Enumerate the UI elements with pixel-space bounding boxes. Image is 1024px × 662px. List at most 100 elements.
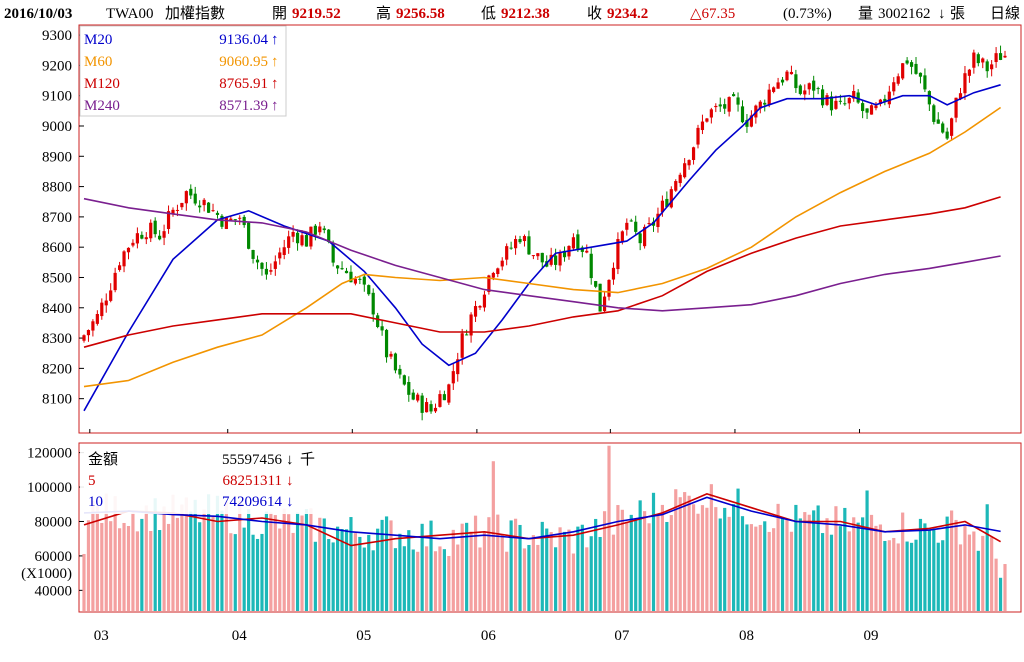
volume-bar — [981, 535, 985, 611]
candle-body — [861, 103, 865, 112]
candle-body — [282, 247, 286, 255]
candle-body — [251, 249, 255, 259]
candle-body — [589, 253, 593, 279]
volume-bar — [264, 511, 269, 611]
candle-body — [932, 105, 936, 122]
candle-body — [166, 211, 171, 229]
volume-bar — [745, 524, 749, 611]
volume-bar — [998, 577, 1003, 611]
volume-bar — [162, 506, 166, 611]
low-value: 9212.38 — [501, 6, 550, 22]
candle-body — [269, 270, 273, 272]
legend-ma-value: 9060.95 — [219, 54, 268, 70]
candle-body — [478, 306, 482, 308]
candle-body — [674, 181, 678, 191]
volume-bar — [687, 495, 691, 611]
candle-body — [473, 306, 478, 317]
price-tick-label: 9200 — [42, 58, 72, 74]
candle-body — [998, 53, 1003, 60]
x-tick-label: 06 — [481, 628, 497, 644]
price-tick-label: 9100 — [42, 89, 72, 105]
candle-body — [224, 217, 228, 230]
volume-bar — [829, 534, 834, 611]
volume-bar — [429, 520, 433, 611]
candle-body — [585, 250, 589, 253]
volume-bar — [549, 532, 553, 611]
candle-body — [91, 321, 95, 331]
candle-body — [264, 268, 269, 275]
x-tick-label: 07 — [614, 628, 630, 644]
candle-body — [558, 252, 562, 266]
candle-body — [816, 88, 820, 90]
candle-body — [909, 62, 914, 67]
ma-line-m240 — [83, 197, 1001, 312]
volume-bar — [785, 518, 789, 611]
volume-bar — [558, 527, 562, 611]
volume-bar — [874, 525, 878, 611]
volume-bar — [238, 500, 242, 611]
volume-bar — [407, 530, 411, 611]
volume-bar — [509, 520, 513, 611]
candle-body — [442, 394, 446, 401]
volume-legend-value: 74209614 — [222, 494, 283, 510]
volume-bar — [331, 542, 335, 611]
volume-bar — [140, 518, 144, 611]
volume-bar — [954, 519, 958, 611]
candle-body — [322, 228, 326, 231]
candle-body — [340, 268, 344, 270]
candle-body — [571, 237, 576, 249]
legend-ma-arrow: ↑ — [271, 76, 279, 92]
header-date: 2016/10/03 — [4, 6, 72, 22]
candle-body — [923, 75, 927, 90]
volume-bar — [91, 500, 95, 611]
candle-body — [527, 236, 531, 255]
volume-bar — [220, 510, 224, 611]
volume-bar — [367, 534, 371, 611]
header-symbol: TWA00 — [106, 6, 154, 22]
candle-body — [447, 384, 451, 403]
volume-bar — [242, 527, 246, 611]
volume-legend-name: 5 — [88, 473, 96, 489]
volume-ma10-line — [83, 496, 1001, 540]
candle-body — [843, 103, 847, 105]
candle-body — [536, 253, 540, 257]
x-tick-label: 08 — [739, 628, 754, 644]
volume-legend-value: 55597456 — [222, 452, 283, 468]
volume-bar — [861, 517, 865, 611]
volume-ma5-line — [83, 493, 1001, 547]
price-tick-label: 8400 — [42, 301, 72, 317]
candle-body — [416, 394, 420, 401]
volume-bar — [683, 492, 687, 611]
candle-body — [945, 131, 949, 139]
volume-bar — [158, 530, 162, 611]
volume-bar — [643, 511, 647, 611]
volume-bar — [950, 510, 954, 611]
volume-bar — [171, 494, 175, 611]
volume-bar — [460, 523, 464, 611]
candle-body — [402, 375, 406, 385]
candle-body — [852, 90, 856, 99]
volume-bar — [602, 511, 607, 611]
candle-body — [740, 106, 745, 123]
volume-bar — [852, 517, 856, 611]
legend-ma-value: 9136.04 — [219, 32, 268, 48]
volume-bar — [389, 520, 393, 611]
volume-bar — [198, 522, 202, 611]
ma-line-m120 — [83, 196, 1001, 348]
candle-body — [522, 236, 527, 242]
volume-bars — [82, 445, 1007, 611]
volume-bar — [527, 544, 531, 611]
candle-body — [705, 118, 709, 122]
volume-bar — [376, 528, 380, 611]
volume-bar — [433, 551, 438, 611]
volume-bar — [754, 526, 758, 611]
candle-body — [215, 212, 220, 215]
volume-bar — [985, 504, 989, 611]
volume-bar — [522, 548, 527, 611]
volume-bar — [798, 518, 802, 611]
volume-bar — [273, 515, 277, 611]
volume-bar — [869, 514, 874, 611]
candle-body — [331, 243, 335, 263]
candle-body — [482, 294, 487, 308]
volume-legend-unit: 千 — [300, 451, 315, 468]
